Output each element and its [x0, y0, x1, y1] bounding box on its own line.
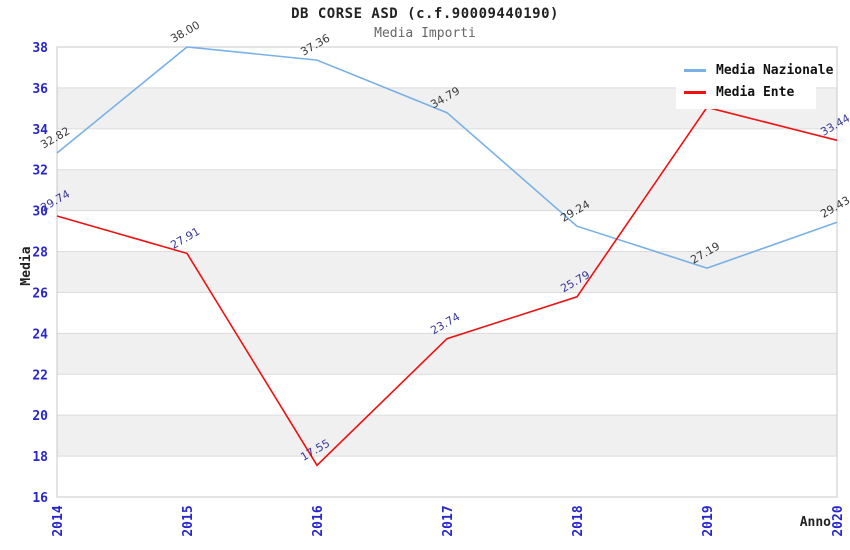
- y-axis-title: Media: [19, 246, 34, 285]
- y-tick-label: 22: [32, 368, 48, 383]
- legend-item-media-ente[interactable]: Media Ente: [684, 81, 816, 103]
- y-tick-label: 28: [32, 246, 48, 261]
- y-tick-label: 34: [32, 123, 48, 138]
- y-tick-label: 32: [32, 164, 48, 179]
- x-tick-label: 2015: [181, 505, 196, 536]
- x-tick-label: 2017: [441, 505, 456, 536]
- chart-subtitle: Media Importi: [374, 26, 476, 41]
- x-tick-label: 2016: [311, 505, 326, 536]
- y-tick-label: 20: [32, 409, 48, 424]
- legend-item-media-nazionale[interactable]: Media Nazionale: [684, 59, 833, 81]
- legend-label-media-ente: Media Ente: [716, 84, 795, 100]
- x-tick-label: 2014: [51, 505, 66, 536]
- point-label-media-ente: 27.91: [168, 225, 202, 252]
- y-tick-label: 16: [32, 491, 48, 506]
- legend-swatch-media-nazionale: [684, 68, 706, 72]
- grid-band: [57, 333, 837, 375]
- plot-border: [56, 46, 838, 498]
- y-tick-label: 18: [32, 450, 48, 465]
- legend-swatch-media-ente: [684, 90, 706, 94]
- legend: Media Nazionale Media Ente: [676, 52, 833, 109]
- legend-label-media-nazionale: Media Nazionale: [716, 62, 834, 78]
- x-tick-label: 2020: [831, 505, 846, 536]
- y-tick-label: 38: [32, 41, 48, 56]
- x-tick-label: 2018: [571, 505, 586, 536]
- y-tick-label: 36: [32, 82, 48, 97]
- x-axis-title: Anno: [800, 515, 831, 530]
- y-tick-label: 26: [32, 286, 48, 301]
- grid-band: [57, 415, 837, 457]
- grid-band: [57, 251, 837, 293]
- chart-title: DB CORSE ASD (c.f.90009440190): [291, 6, 559, 22]
- y-tick-label: 24: [32, 327, 48, 342]
- series-line-media-nazionale[interactable]: [56, 46, 838, 269]
- grid-band: [57, 169, 837, 211]
- y-tick-label: 30: [32, 205, 48, 220]
- x-tick-label: 2019: [701, 505, 716, 536]
